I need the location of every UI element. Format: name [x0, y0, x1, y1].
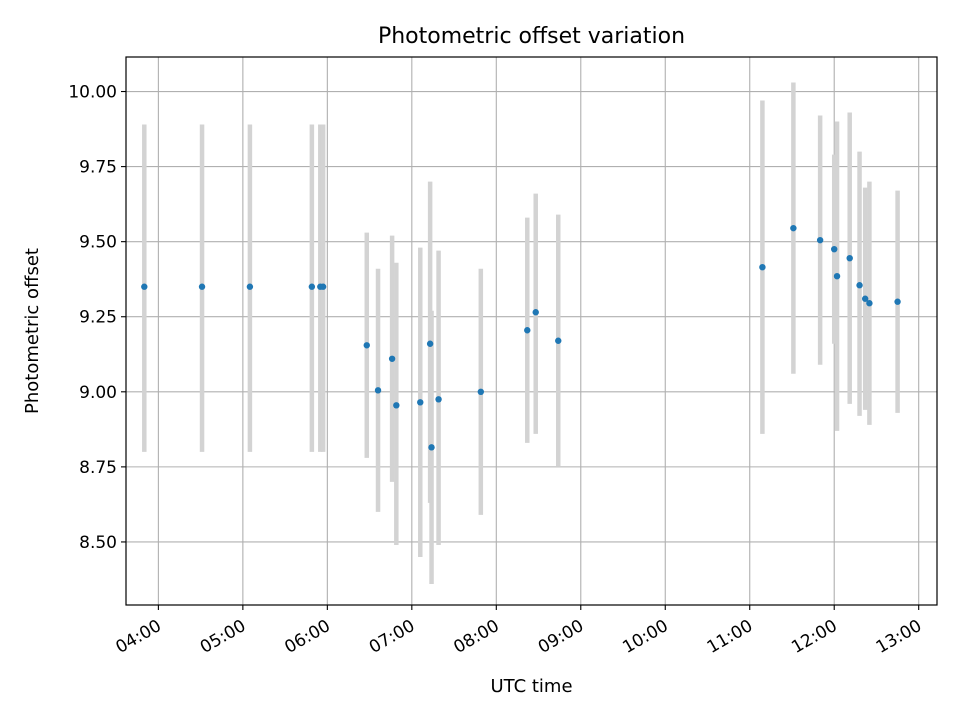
data-point: [435, 396, 442, 403]
data-point: [374, 387, 382, 394]
data-point: [833, 273, 841, 280]
y-axis-ticks: 8.50 8.75 9.00 9.25 9.50 9.75 10.00: [68, 83, 126, 553]
data-point: [319, 283, 327, 290]
data-point: [524, 327, 531, 334]
data-point: [428, 444, 435, 451]
y-tick-label: 9.75: [79, 158, 117, 178]
chart-title: Photometric offset variation: [378, 24, 685, 49]
data-points: [141, 224, 901, 451]
y-tick-label: 10.00: [68, 83, 117, 103]
y-tick-label: 8.75: [79, 458, 117, 478]
y-tick-label: 9.25: [79, 308, 117, 328]
data-point: [532, 309, 539, 316]
data-point: [894, 298, 901, 305]
data-point: [477, 388, 485, 396]
data-point: [831, 245, 838, 253]
data-point: [246, 283, 254, 290]
data-point: [861, 295, 869, 302]
data-point: [388, 355, 396, 362]
data-point: [866, 300, 873, 307]
grid: [126, 57, 937, 605]
data-point: [759, 263, 766, 271]
x-axis-label: UTC time: [490, 676, 572, 697]
data-point: [555, 337, 562, 344]
data-point: [198, 283, 206, 290]
data-point: [141, 283, 148, 290]
y-axis-label: Photometric offset: [22, 248, 43, 414]
data-point: [308, 283, 316, 290]
data-point: [417, 399, 424, 406]
data-point: [856, 282, 863, 289]
data-point: [846, 254, 853, 262]
data-point: [393, 402, 400, 409]
y-tick-label: 8.50: [79, 533, 117, 553]
plot-frame: [125, 56, 938, 606]
y-tick-label: 9.00: [79, 383, 117, 403]
data-point: [363, 342, 370, 349]
y-tick-label: 9.50: [79, 233, 117, 253]
data-point: [790, 224, 797, 232]
data-point: [816, 236, 824, 244]
data-point: [426, 340, 434, 347]
